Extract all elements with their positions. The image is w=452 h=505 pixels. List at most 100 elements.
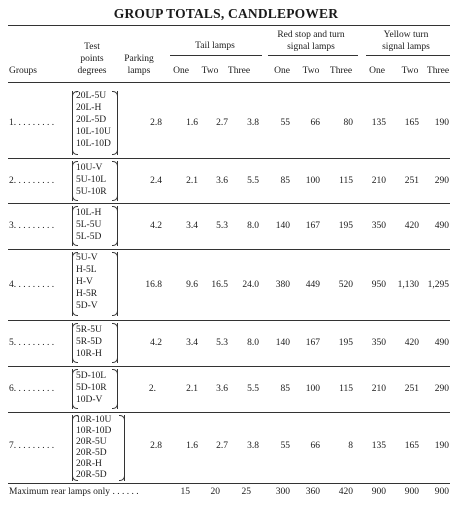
row-divider	[8, 483, 450, 484]
test-point: H-5L	[76, 265, 97, 275]
test-point: 10R-10U	[76, 415, 112, 425]
yellow-three: 490	[434, 338, 449, 348]
tail-one: 9.6	[186, 280, 198, 290]
yellow-three: 290	[434, 176, 449, 186]
red-two: 100	[305, 384, 320, 394]
test-point: 20R-5U	[76, 437, 107, 447]
red-one: 55	[280, 441, 291, 451]
tail-three: 5.5	[247, 384, 259, 394]
header-yellow-line1: Yellow turn	[383, 30, 429, 40]
yellow-three: 190	[434, 118, 449, 128]
yellow-one: 350	[371, 221, 386, 231]
red-three: 115	[339, 384, 353, 394]
row-divider	[8, 320, 450, 321]
footer-label: Maximum rear lamps only . . . . . .	[9, 487, 139, 497]
yellow-three: 1,295	[427, 280, 449, 290]
parking-value: 16.8	[145, 280, 162, 290]
header-yellow-one: One	[369, 66, 385, 76]
group-number: 7. . . . . . . . .	[9, 441, 55, 451]
left-bracket	[72, 323, 78, 363]
tail-three: 24.0	[242, 280, 259, 290]
right-bracket	[112, 252, 118, 316]
yellow-two: 420	[404, 338, 419, 348]
red-three: 8	[348, 441, 353, 451]
footer-tail-one: 15	[180, 487, 191, 497]
row-divider	[8, 203, 450, 204]
header-yellow-two: Two	[401, 66, 419, 76]
tail-one: 3.4	[186, 338, 198, 348]
table-title: GROUP TOTALS, CANDLEPOWER	[113, 6, 339, 21]
tail-two: 2.7	[216, 118, 228, 128]
test-point: 5U-10R	[76, 187, 107, 197]
header-red-three: Three	[329, 66, 353, 76]
test-point: 5R-5U	[76, 325, 102, 335]
tail-two: 5.3	[216, 221, 228, 231]
tail-three: 8.0	[247, 221, 259, 231]
parking-value: 2.	[148, 384, 156, 394]
right-bracket	[112, 206, 118, 246]
test-point: 5L-5D	[76, 232, 102, 242]
parking-value: 4.2	[150, 338, 162, 348]
footer-yellow-two: 900	[404, 487, 419, 497]
left-bracket	[72, 206, 78, 246]
red-two: 66	[310, 441, 321, 451]
yellow-two: 251	[404, 176, 419, 186]
footer-yellow-one: 900	[371, 487, 386, 497]
red-three: 520	[338, 280, 353, 290]
test-point: 10L-10D	[76, 139, 111, 149]
test-point: 5U-V	[76, 253, 98, 263]
red-one: 140	[275, 338, 290, 348]
test-point: 10R-H	[76, 349, 102, 359]
yellow-three: 290	[434, 384, 449, 394]
red-one: 85	[280, 384, 291, 394]
yellow-two: 165	[404, 118, 419, 128]
red-one: 380	[275, 280, 290, 290]
yellow-one: 950	[371, 280, 386, 290]
header-tail-lamps: Tail lamps	[195, 41, 235, 51]
left-bracket	[72, 161, 78, 201]
top-rule	[8, 25, 450, 26]
red-one: 55	[280, 118, 291, 128]
test-point: 5D-10L	[76, 371, 107, 381]
group-number: 6. . . . . . . . .	[9, 384, 55, 394]
tail-three: 5.5	[247, 176, 259, 186]
red-two: 449	[305, 280, 320, 290]
header-test-line2: points	[80, 54, 104, 64]
footer-red-two: 360	[305, 487, 320, 497]
group-number: 3. . . . . . . . .	[9, 221, 55, 231]
left-bracket	[72, 415, 78, 481]
red-header-rule	[268, 55, 358, 56]
group-number: 2. . . . . . . . .	[9, 176, 55, 186]
header-test-line3: degrees	[77, 66, 107, 76]
row-divider	[8, 366, 450, 367]
yellow-one: 210	[371, 384, 386, 394]
test-point: 20L-5D	[76, 115, 107, 125]
row-divider	[8, 412, 450, 413]
tail-header-rule	[170, 55, 262, 56]
red-two: 167	[305, 338, 320, 348]
footer-tail-three: 25	[241, 487, 252, 497]
test-point: 20L-5U	[76, 91, 107, 101]
header-red-two: Two	[302, 66, 320, 76]
header-parking-line2: lamps	[127, 66, 151, 76]
test-point: 5R-5D	[76, 337, 102, 347]
yellow-one: 350	[371, 338, 386, 348]
test-point: 20L-H	[76, 103, 102, 113]
row-divider	[8, 249, 450, 250]
test-point: 20R-5D	[76, 470, 107, 480]
red-two: 167	[305, 221, 320, 231]
test-point: 5L-5U	[76, 220, 102, 230]
left-bracket	[72, 252, 78, 316]
header-parking-line1: Parking	[124, 54, 154, 64]
parking-value: 2.8	[150, 441, 162, 451]
footer-tail-two: 20	[210, 487, 221, 497]
tail-one: 3.4	[186, 221, 198, 231]
test-point: 10U-V	[76, 163, 103, 173]
red-two: 66	[310, 118, 321, 128]
test-point: 10L-10U	[76, 127, 111, 137]
red-three: 195	[338, 221, 353, 231]
header-tail-two: Two	[201, 66, 219, 76]
test-point: 5U-10L	[76, 175, 107, 185]
test-point: 10L-H	[76, 208, 102, 218]
